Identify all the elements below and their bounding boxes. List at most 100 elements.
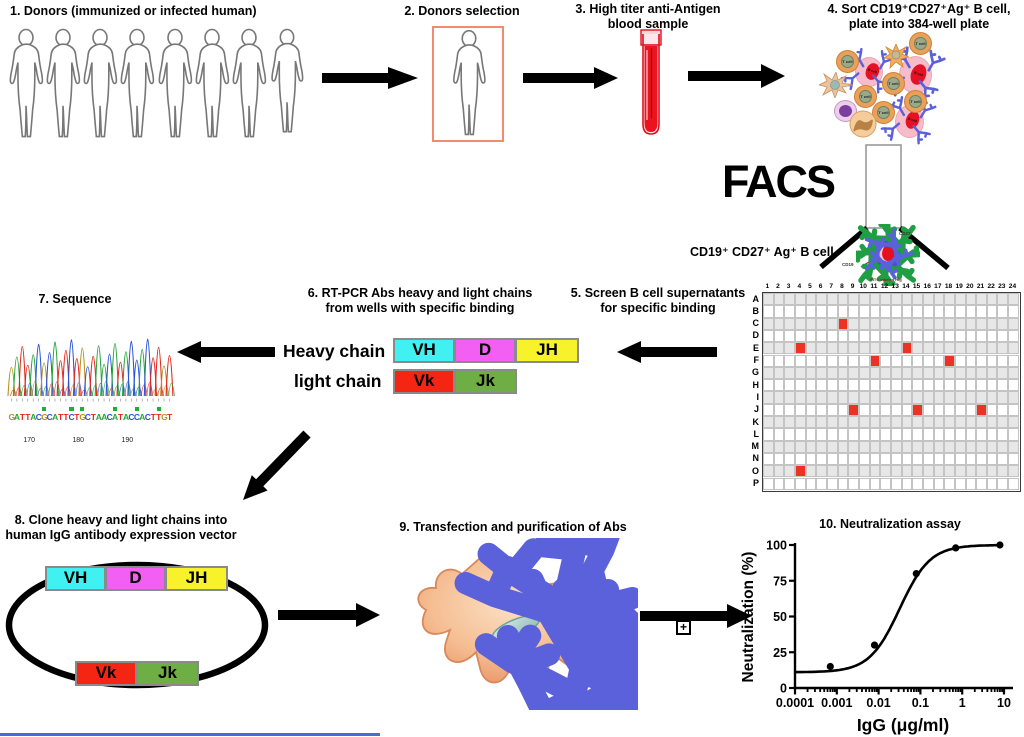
well: [784, 477, 795, 490]
well: [837, 428, 849, 441]
well: [901, 440, 913, 453]
well: [805, 305, 817, 318]
well: [922, 416, 934, 429]
plate-column-number: 13: [891, 283, 899, 290]
well: [997, 293, 1009, 306]
y-tick-label: 100: [766, 539, 787, 553]
well: [922, 379, 934, 392]
well: [773, 440, 785, 453]
well: [805, 416, 817, 429]
cd27-label: CD27: [899, 231, 911, 236]
well: [880, 379, 891, 392]
well: [869, 452, 881, 466]
well: [816, 416, 827, 429]
well: [890, 329, 902, 343]
well: [794, 354, 806, 367]
data-point: [826, 662, 834, 671]
plasmid-gene-jh: JH: [165, 566, 228, 591]
well: [826, 477, 838, 490]
well: [869, 379, 881, 392]
well: [954, 317, 966, 330]
seq-position: 180: [72, 437, 85, 444]
well: [912, 452, 923, 466]
well: [997, 465, 1009, 478]
well: [912, 293, 923, 306]
well: [848, 293, 859, 306]
well: [837, 477, 849, 490]
well: [763, 391, 774, 404]
step9-title: 9. Transfection and purification of Abs: [399, 520, 627, 534]
well: [784, 452, 795, 466]
well: [805, 428, 817, 441]
plasmid-gene-d: D: [105, 566, 166, 591]
seq-base: C: [128, 412, 135, 422]
well: [826, 416, 838, 429]
well: [763, 317, 774, 330]
well: [880, 391, 891, 404]
well: [773, 452, 785, 466]
well: [912, 366, 923, 380]
well: [901, 465, 913, 478]
well: [880, 452, 891, 466]
well: [944, 428, 955, 441]
well: [858, 342, 870, 355]
well: [784, 379, 795, 392]
well: [763, 329, 774, 343]
well: [816, 452, 827, 466]
well: [858, 305, 870, 318]
well: [805, 403, 817, 416]
well: [890, 403, 902, 416]
well: [858, 403, 870, 416]
well: [858, 428, 870, 441]
plate-column-number: 2: [776, 283, 780, 290]
well: [773, 305, 785, 318]
well: [922, 366, 934, 380]
donor-silhouette: [46, 28, 81, 138]
well: [933, 329, 945, 343]
plate-column-number: 20: [966, 283, 974, 290]
b-cell: B cell: [855, 57, 883, 87]
plate-column-number: 1: [765, 283, 770, 290]
well: [880, 342, 891, 355]
well: [954, 428, 966, 441]
well-hit: [976, 403, 987, 416]
well: [837, 440, 849, 453]
well: [763, 440, 774, 453]
well: [933, 354, 945, 367]
well: [901, 428, 913, 441]
well: [784, 354, 795, 367]
well: [858, 317, 870, 330]
well: [763, 354, 774, 367]
well-hit: [837, 317, 849, 330]
data-point: [870, 641, 879, 649]
well: [986, 293, 998, 306]
step5-title: 5. Screen B cell supernatants for specif…: [570, 286, 746, 315]
nk-cell: [834, 100, 857, 122]
well: [784, 366, 795, 380]
seq-base: T: [150, 412, 156, 422]
seq-base: A: [112, 412, 119, 422]
well: [901, 329, 913, 343]
well: [794, 477, 806, 490]
y-tick-label: 0: [780, 682, 787, 696]
well: [901, 416, 913, 429]
well: [763, 342, 774, 355]
gene-jk: Jk: [454, 369, 517, 394]
step10-title: 10. Neutralization assay: [819, 517, 961, 531]
seq-base: C: [84, 412, 91, 422]
well: [848, 416, 859, 429]
plate-column-number: 11: [870, 283, 878, 290]
arrow-step5-to-6: [617, 341, 717, 363]
well-hit: [901, 342, 913, 355]
well: [933, 391, 945, 404]
step4-title: 4. Sort CD19⁺CD27⁺Ag⁺ B cell, plate into…: [827, 2, 1011, 31]
well: [794, 379, 806, 392]
well: [890, 477, 902, 490]
well: [805, 366, 817, 380]
well: [805, 342, 817, 355]
well: [794, 366, 806, 380]
gene-d: D: [454, 338, 516, 363]
quality-bar: [134, 407, 139, 411]
plate-column-number: 18: [944, 283, 953, 290]
fitc-label: FITC labeled HIg: [870, 277, 902, 282]
